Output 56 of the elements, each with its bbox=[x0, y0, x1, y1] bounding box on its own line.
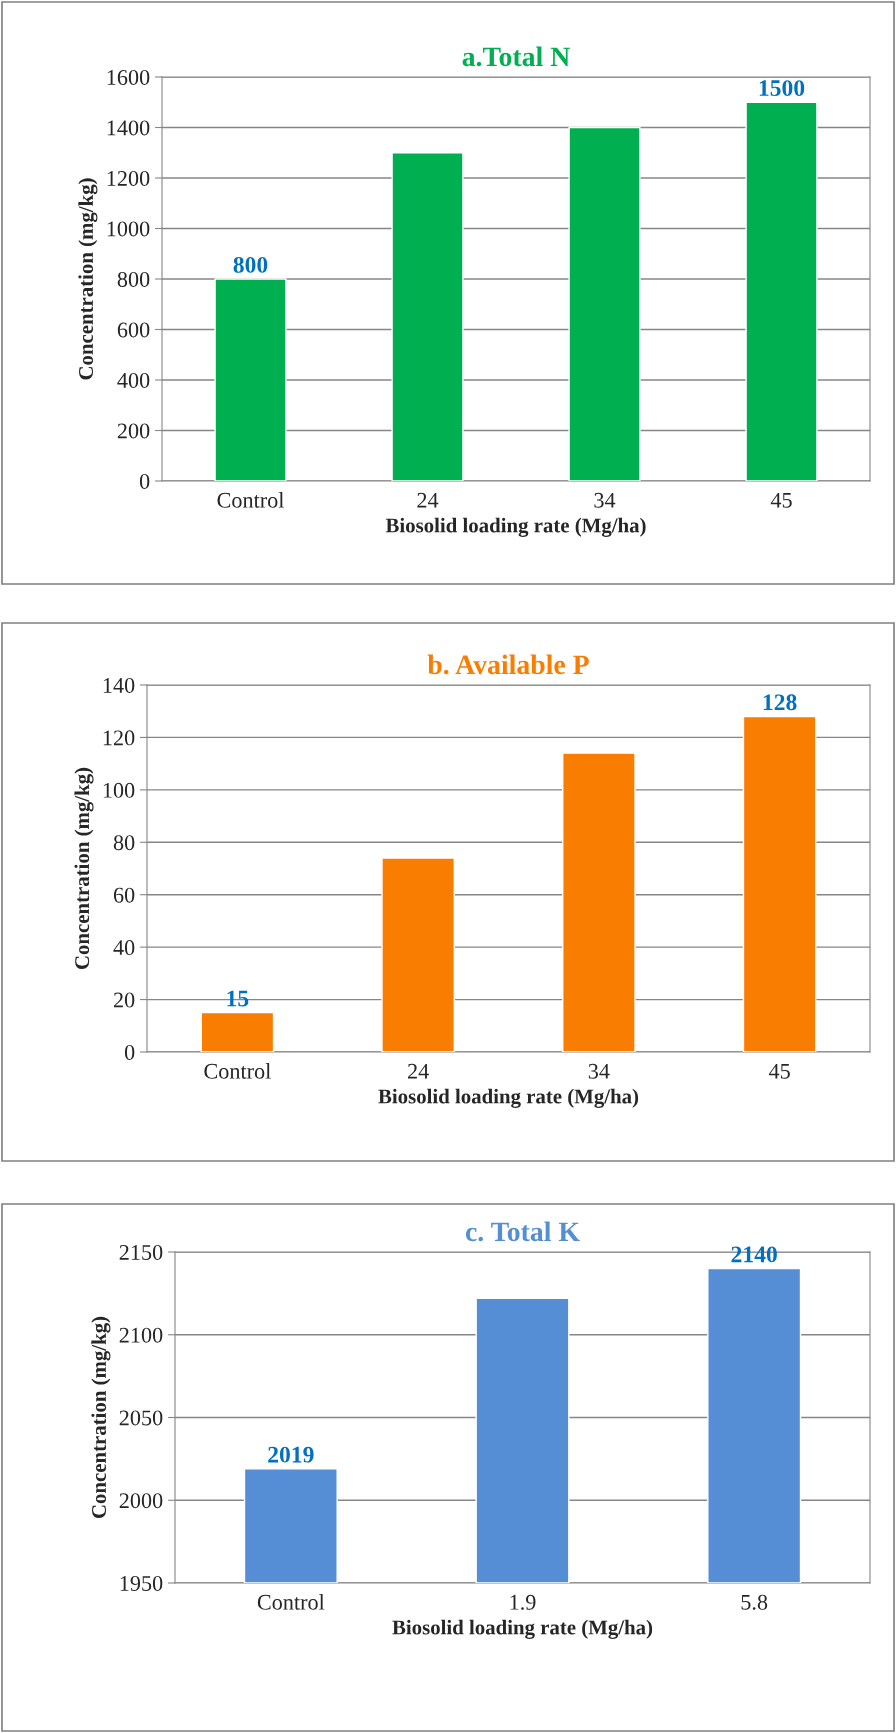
bar bbox=[562, 752, 636, 1052]
x-tick-label: Control bbox=[257, 1594, 325, 1610]
y-tick-label: 100 bbox=[103, 782, 135, 798]
y-tick-label: 1200 bbox=[107, 170, 150, 186]
y-tick-label: 80 bbox=[113, 835, 135, 851]
y-tick-label: 1400 bbox=[107, 120, 150, 136]
x-tick-label: 34 bbox=[594, 492, 616, 508]
x-tick-label: 1.9 bbox=[510, 1594, 536, 1610]
y-tick-label: 1600 bbox=[107, 69, 150, 85]
y-axis-title: Concentration (mg/kg) bbox=[78, 178, 98, 380]
bar bbox=[745, 101, 818, 481]
x-tick-label: 45 bbox=[768, 1063, 790, 1079]
y-tick-label: 1950 bbox=[120, 1575, 163, 1591]
data-label: 2019 bbox=[268, 1446, 314, 1463]
bar bbox=[391, 152, 464, 481]
x-axis-title: Biosolid loading rate (Mg/ha) bbox=[392, 1619, 653, 1639]
bar bbox=[200, 1011, 275, 1052]
y-tick-label: 2000 bbox=[119, 1493, 163, 1509]
data-label: 1500 bbox=[759, 80, 805, 97]
y-tick-label: 200 bbox=[117, 423, 150, 439]
data-label: 15 bbox=[227, 990, 249, 1007]
y-tick-label: 2050 bbox=[119, 1410, 163, 1426]
x-tick-label: Control bbox=[204, 1063, 271, 1079]
y-tick-label: 0 bbox=[139, 473, 150, 489]
y-tick-label: 800 bbox=[117, 271, 150, 287]
x-axis-title: Biosolid loading rate (Mg/ha) bbox=[385, 517, 646, 537]
chart-title: c. Total K bbox=[465, 1221, 580, 1242]
y-tick-label: 140 bbox=[103, 677, 135, 693]
y-tick-label: 20 bbox=[113, 992, 135, 1008]
data-label: 800 bbox=[233, 256, 268, 273]
y-tick-label: 60 bbox=[113, 887, 135, 903]
x-tick-label: 5.8 bbox=[741, 1594, 768, 1610]
x-tick-label: 45 bbox=[770, 492, 792, 508]
y-tick-label: 0 bbox=[124, 1044, 135, 1060]
x-tick-label: Control bbox=[217, 492, 285, 508]
chart-title: b. Available P bbox=[427, 654, 589, 675]
bar bbox=[381, 857, 455, 1052]
data-label: 2140 bbox=[731, 1246, 777, 1263]
x-axis-title: Biosolid loading rate (Mg/ha) bbox=[378, 1088, 639, 1108]
bar bbox=[742, 715, 817, 1052]
x-tick-label: 34 bbox=[588, 1063, 610, 1079]
y-tick-label: 2150 bbox=[119, 1244, 163, 1260]
x-tick-label: 24 bbox=[417, 492, 439, 508]
y-tick-label: 600 bbox=[117, 322, 150, 338]
chart-title: a.Total N bbox=[462, 46, 570, 67]
y-tick-label: 40 bbox=[113, 940, 135, 956]
y-axis-title: Concentration (mg/kg) bbox=[74, 767, 94, 970]
y-tick-label: 400 bbox=[117, 372, 150, 388]
y-tick-label: 2100 bbox=[119, 1327, 163, 1343]
y-tick-label: 1000 bbox=[107, 221, 150, 237]
bar bbox=[568, 126, 641, 481]
y-tick-label: 120 bbox=[103, 730, 135, 746]
y-axis-title: Concentration (mg/kg) bbox=[91, 1316, 111, 1519]
x-tick-label: 24 bbox=[407, 1063, 429, 1079]
data-label: 128 bbox=[763, 694, 797, 711]
bar bbox=[214, 278, 287, 481]
